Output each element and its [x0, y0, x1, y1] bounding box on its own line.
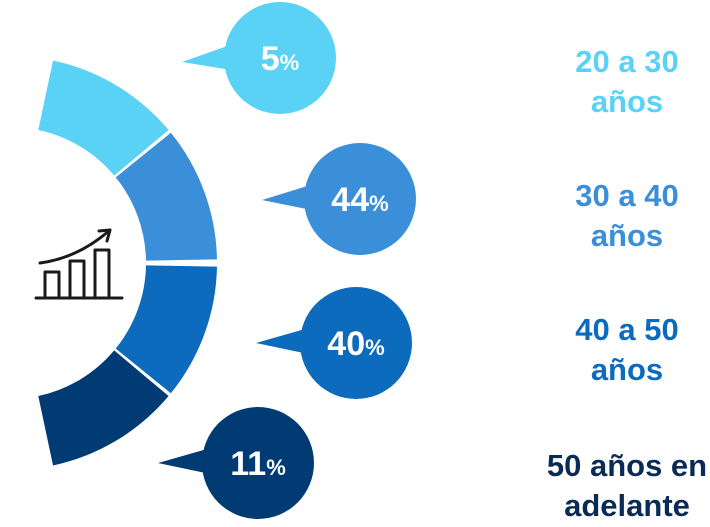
category-label-30-40: 30 a 40 años [532, 176, 710, 257]
category-label-20-30: 20 a 30 años [532, 42, 710, 123]
value-bubble: 44% [262, 143, 416, 255]
donut-segment [115, 265, 217, 394]
value-bubble: 11% [158, 407, 314, 519]
bubble-circle [304, 143, 416, 255]
value-bubble: 5% [182, 2, 336, 114]
category-label-line2: años [590, 84, 664, 120]
donut-segment [38, 60, 169, 176]
category-label-line1: 50 años en [546, 448, 708, 483]
category-label-50-plus: 50 años en adelante [532, 446, 710, 527]
data-label: 11% [230, 445, 286, 483]
bubble-circle [300, 287, 412, 399]
bubble-circle [202, 407, 314, 519]
bubble-circle [224, 2, 336, 114]
data-label: 40% [327, 325, 384, 363]
value-bubble: 40% [256, 287, 412, 399]
category-label-line1: 30 a 40 [575, 178, 679, 213]
data-label: 5% [261, 40, 299, 78]
category-label-40-50: 40 a 50 años [532, 310, 710, 391]
donut-ring [38, 60, 217, 466]
category-label-line1: 20 a 30 [575, 44, 679, 79]
donut-segment [115, 132, 217, 261]
growth-chart-icon [34, 228, 124, 300]
data-label: 44% [331, 181, 388, 219]
category-label-line1: 40 a 50 [575, 312, 679, 347]
category-label-line2: años [590, 218, 664, 254]
category-label-line2: años [590, 352, 664, 388]
donut-segment [38, 350, 169, 466]
category-label-line2: adelante [564, 488, 690, 524]
value-bubbles: 5% 44% 40% 11% [158, 2, 416, 519]
